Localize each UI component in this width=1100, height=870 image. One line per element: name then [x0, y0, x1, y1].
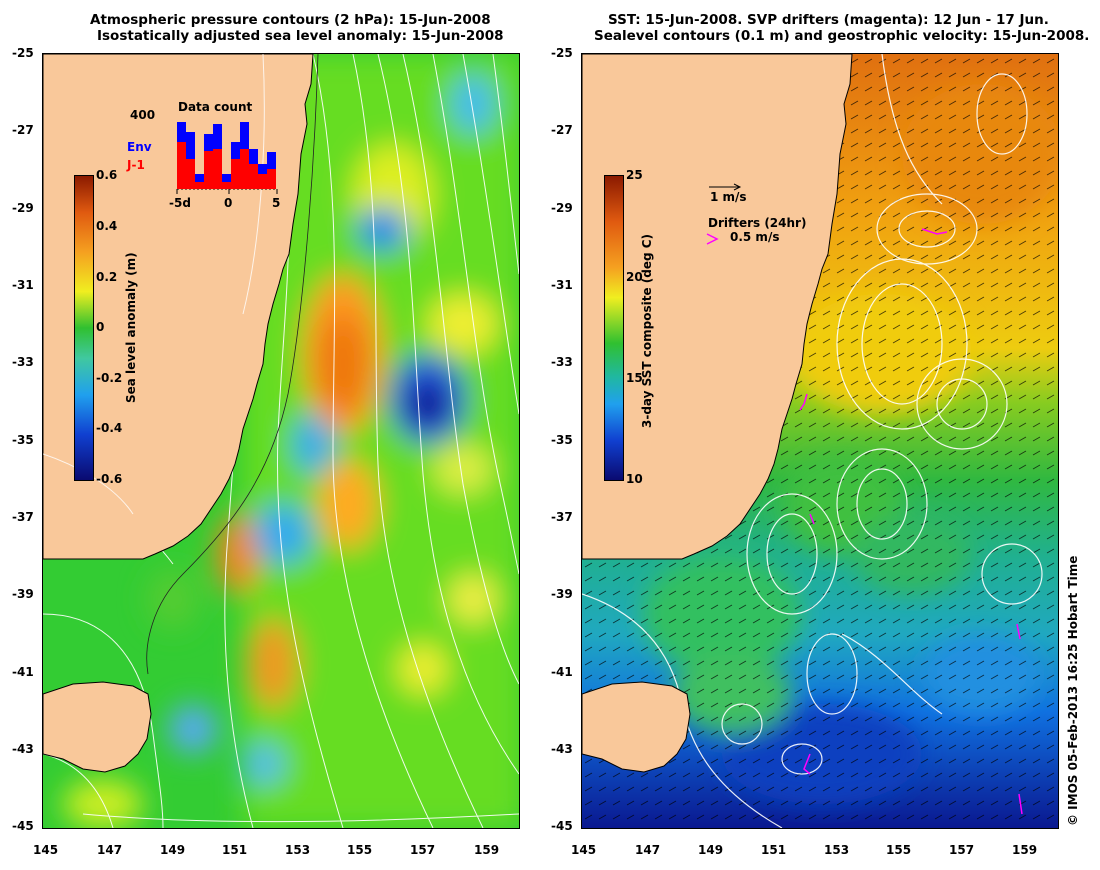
left-map-svg — [43, 54, 519, 828]
left-cb-tick-1: 0.4 — [96, 219, 118, 233]
left-lat-tick-10: -45 — [12, 819, 34, 833]
right-lon-tick-0: 145 — [571, 843, 597, 857]
left-lon-tick-0: 145 — [33, 843, 59, 857]
right-tasmania — [582, 681, 691, 773]
inset-legend-j1: J-1 — [127, 158, 145, 172]
left-lat-tick-1: -27 — [12, 123, 34, 137]
drifter-tracks — [799, 228, 1023, 815]
left-cb-tick-2: 0.2 — [96, 270, 118, 284]
velocity-scale-label: 1 m/s — [710, 190, 747, 204]
left-lon-tick-1: 147 — [97, 843, 123, 857]
left-cb-tick-6: -0.6 — [96, 472, 123, 486]
right-lat-tick-9: -43 — [551, 742, 573, 756]
left-colorbar-label: Sea level anomaly (m) — [124, 252, 138, 403]
left-lat-tick-4: -33 — [12, 355, 34, 369]
left-cb-tick-5: -0.4 — [96, 421, 123, 435]
left-cb-tick-3: 0 — [96, 320, 105, 334]
inset-ymax-label: 400 — [130, 108, 156, 122]
right-lat-tick-2: -29 — [551, 201, 573, 215]
left-lon-tick-6: 157 — [410, 843, 436, 857]
right-lon-tick-4: 153 — [824, 843, 850, 857]
inset-title: Data count — [178, 100, 253, 114]
right-mainland-australia — [582, 54, 853, 560]
right-lat-tick-3: -31 — [551, 278, 573, 292]
left-lat-tick-6: -37 — [12, 510, 34, 524]
right-title-line2: Sealevel contours (0.1 m) and geostrophi… — [594, 28, 1090, 44]
inset-xtick-0: -5d — [169, 196, 191, 210]
right-lat-tick-5: -35 — [551, 433, 573, 447]
left-lat-tick-9: -43 — [12, 742, 34, 756]
inset-xtick-1: 0 — [224, 196, 233, 210]
left-title-line1: Atmospheric pressure contours (2 hPa): 1… — [90, 12, 491, 28]
left-lat-tick-3: -31 — [12, 278, 34, 292]
left-cb-tick-4: -0.2 — [96, 371, 123, 385]
right-cb-tick-3: 10 — [626, 472, 643, 486]
drifter-legend-title: Drifters (24hr) — [708, 216, 807, 230]
right-lat-tick-8: -41 — [551, 665, 573, 679]
right-cb-tick-2: 15 — [626, 371, 643, 385]
left-colorbar — [74, 175, 94, 481]
right-cb-tick-0: 25 — [626, 168, 643, 182]
right-lat-tick-0: -25 — [551, 46, 573, 60]
left-lon-tick-4: 153 — [285, 843, 311, 857]
left-lat-tick-0: -25 — [12, 46, 34, 60]
left-lon-tick-2: 149 — [160, 843, 186, 857]
data-count-inset — [176, 122, 278, 194]
left-lat-tick-8: -41 — [12, 665, 34, 679]
right-lon-tick-3: 151 — [761, 843, 787, 857]
left-lon-tick-3: 151 — [222, 843, 248, 857]
left-lat-tick-7: -39 — [12, 587, 34, 601]
drifter-legend-arrow — [706, 233, 719, 245]
right-lat-tick-6: -37 — [551, 510, 573, 524]
right-lon-tick-1: 147 — [635, 843, 661, 857]
right-lat-tick-10: -45 — [551, 819, 573, 833]
left-cb-tick-0: 0.6 — [96, 168, 118, 182]
right-lon-tick-5: 155 — [886, 843, 912, 857]
imos-credit: © IMOS 05-Feb-2013 16:25 Hobart Time — [1066, 555, 1080, 826]
right-cb-tick-1: 20 — [626, 270, 643, 284]
right-lon-tick-7: 159 — [1012, 843, 1038, 857]
left-map[interactable] — [42, 53, 520, 829]
right-lat-tick-1: -27 — [551, 123, 573, 137]
right-map-svg — [582, 54, 1058, 828]
inset-xtick-2: 5 — [272, 196, 281, 210]
left-lat-tick-2: -29 — [12, 201, 34, 215]
right-colorbar-label: 3-day SST composite (deg C) — [640, 233, 654, 428]
right-lon-tick-2: 149 — [698, 843, 724, 857]
right-colorbar — [604, 175, 624, 481]
right-title-line1: SST: 15-Jun-2008. SVP drifters (magenta)… — [608, 12, 1049, 28]
tasmania — [43, 681, 152, 773]
shelf-edge — [146, 54, 319, 675]
right-lat-tick-7: -39 — [551, 587, 573, 601]
left-title-line2: Isostatically adjusted sea level anomaly… — [97, 28, 504, 44]
right-lat-tick-4: -33 — [551, 355, 573, 369]
right-lon-tick-6: 157 — [949, 843, 975, 857]
inset-legend-env: Env — [127, 140, 152, 154]
left-lon-tick-5: 155 — [347, 843, 373, 857]
left-lon-tick-7: 159 — [474, 843, 500, 857]
velocity-scale-arrow — [709, 183, 742, 191]
drifter-legend-value: 0.5 m/s — [730, 230, 780, 244]
right-map[interactable] — [581, 53, 1059, 829]
left-lat-tick-5: -35 — [12, 433, 34, 447]
